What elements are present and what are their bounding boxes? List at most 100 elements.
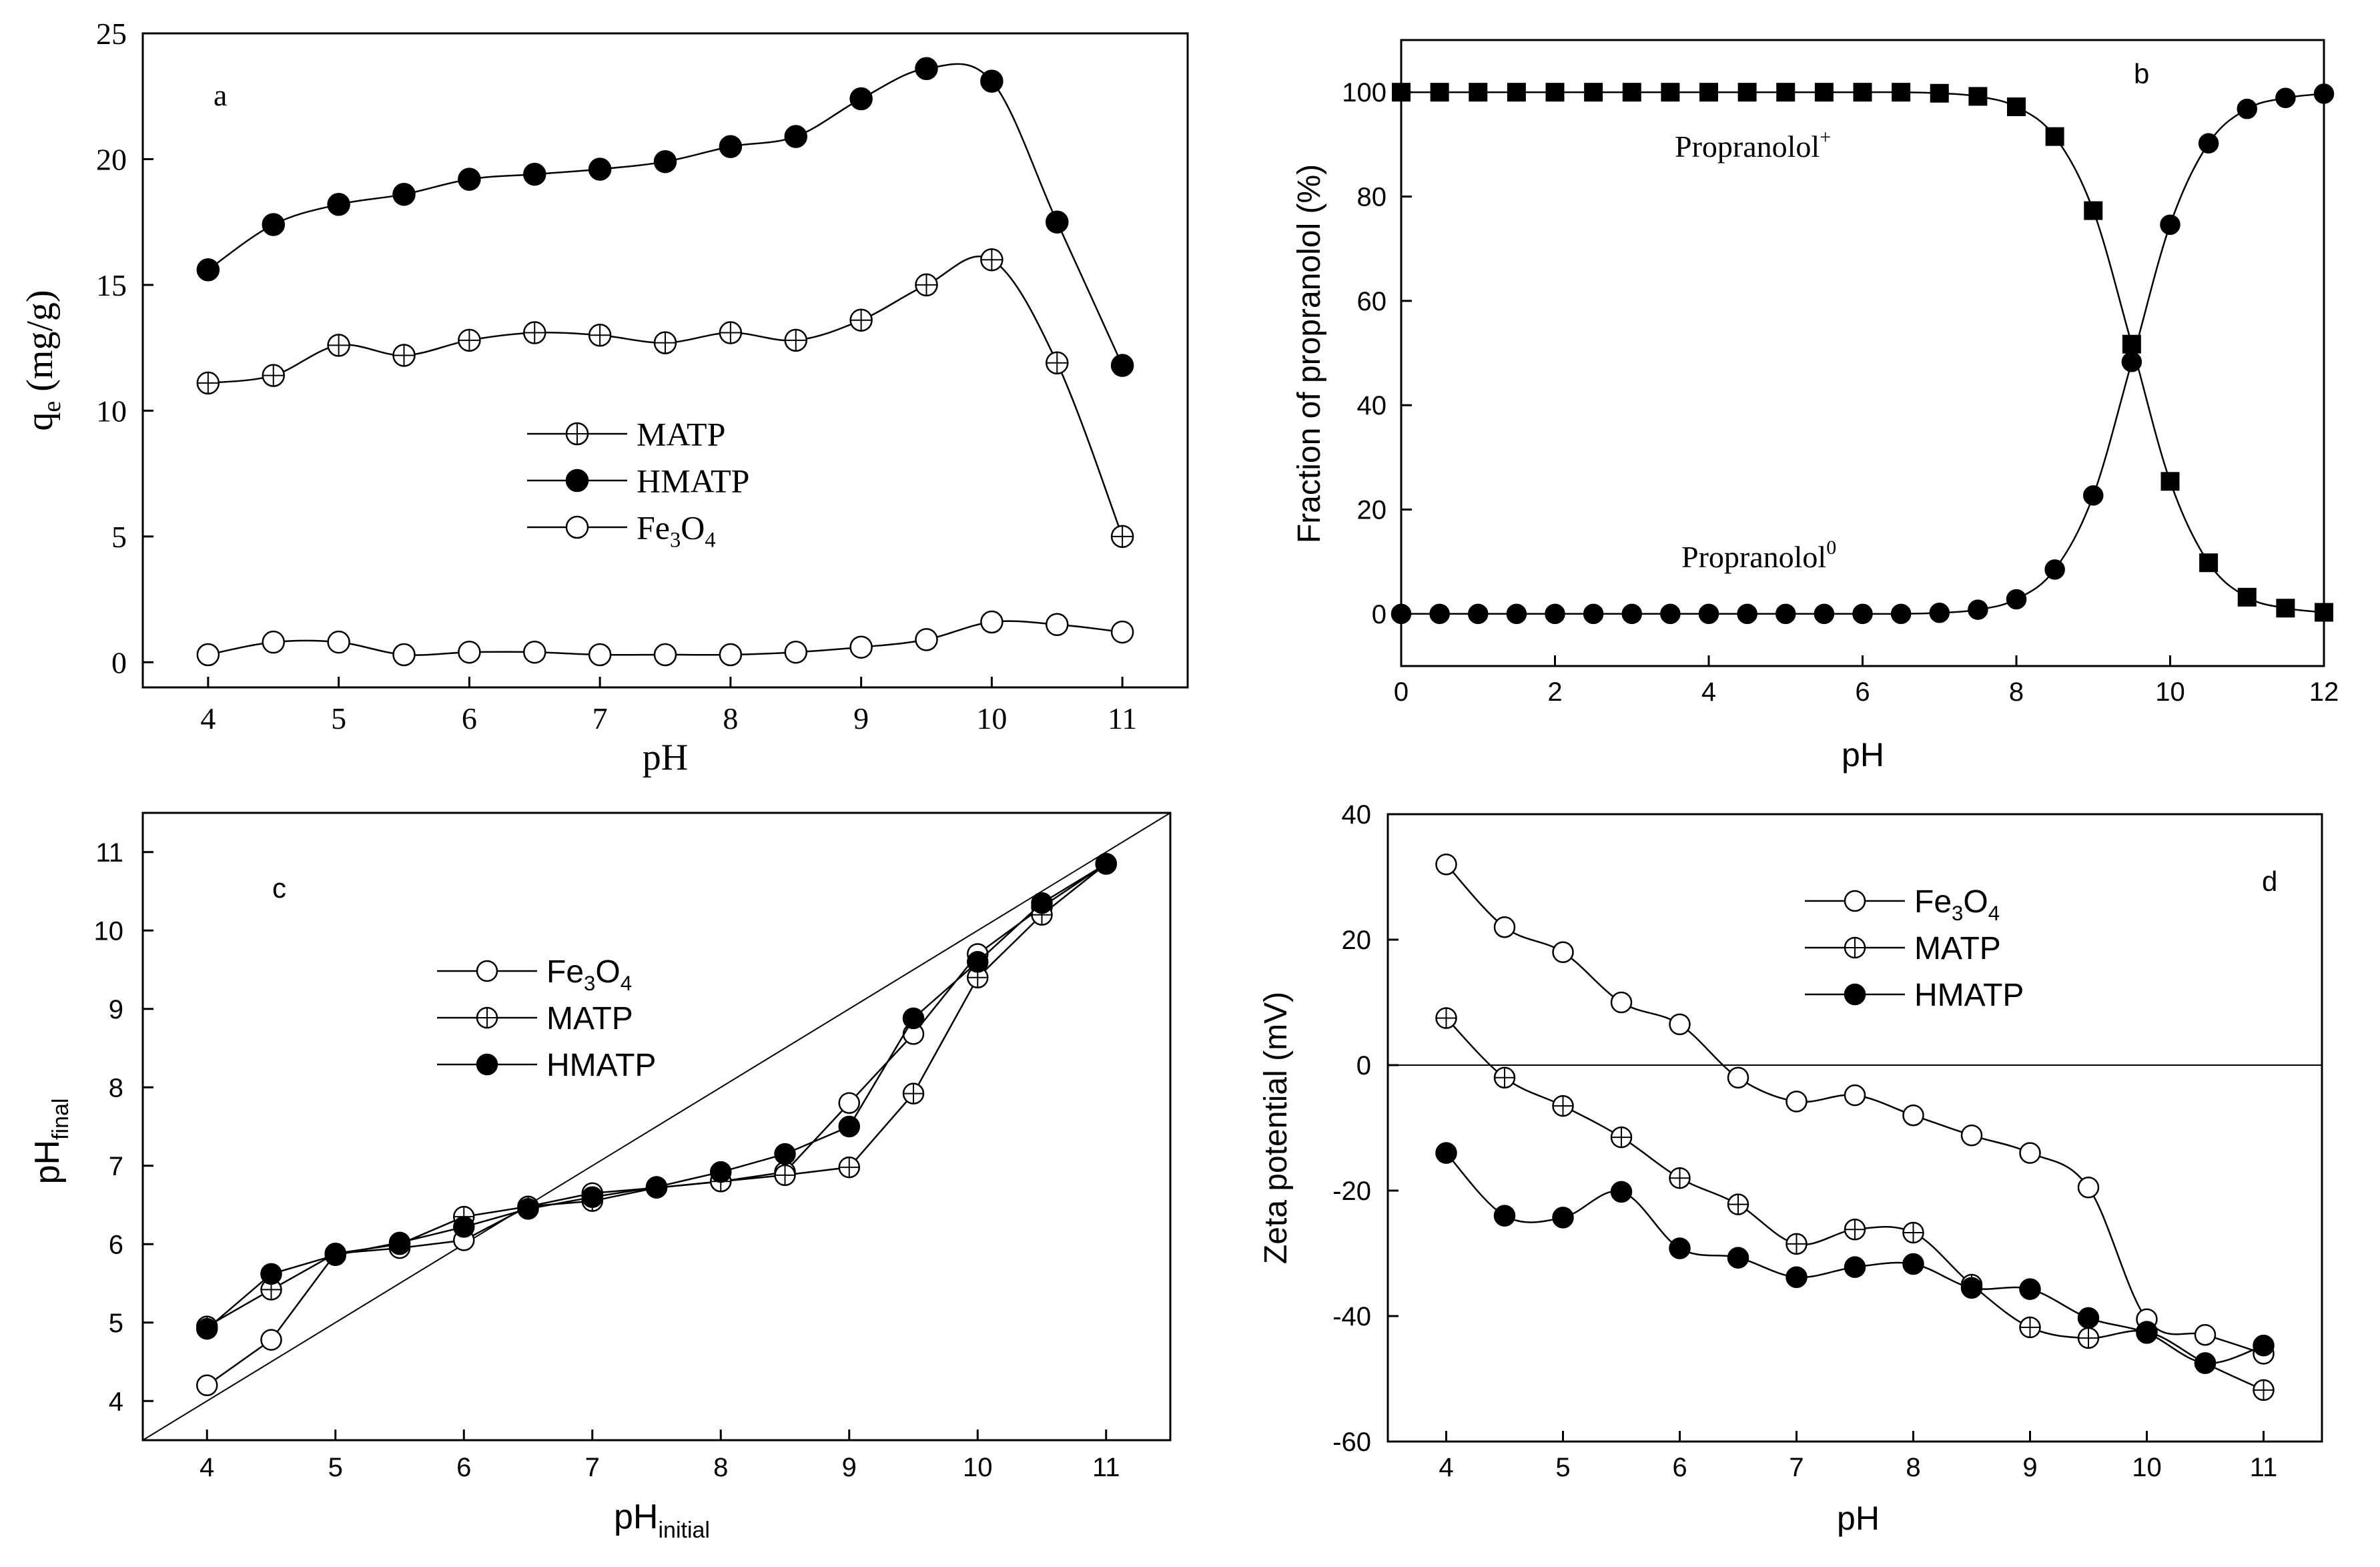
panel-c-data-point (517, 1198, 539, 1220)
panel-b-plot-frame (1400, 39, 2325, 667)
panel-a-ytick-label: 5 (111, 520, 127, 554)
panel-d-ytick-label: 20 (1342, 926, 1372, 955)
panel-a-data-point (588, 324, 612, 347)
panel-b-data-point (1430, 83, 1449, 102)
panel-c-data-point (710, 1161, 732, 1183)
panel-b-data-point (1507, 83, 1526, 102)
panel-b-data-point (1737, 603, 1757, 625)
panel-d-data-point (1669, 1237, 1691, 1259)
panel-b-data-point (2121, 352, 2142, 372)
panel-b-xtick-label: 0 (1394, 677, 1409, 707)
panel-a-data-point (1046, 613, 1069, 637)
panel-b-data-point (2199, 553, 2219, 573)
panel-b-data-point (1929, 603, 1950, 623)
panel-c-ytick-label: 10 (94, 916, 124, 946)
panel-d-data-point (1610, 991, 1633, 1014)
panel-a-data-point (458, 640, 481, 664)
panel-b-data-point (2275, 87, 2296, 109)
panel-c-xlabel: pHinitial (614, 1498, 710, 1543)
panel-d-chart: 4 5 6 7 8 9 10 11 40 20 0 -20 -40 -60 d pH Zeta poten… (1258, 800, 2323, 1537)
panel-a-axis-layer: 4 5 6 7 8 9 10 11 0 5 10 15 20 25 (96, 17, 1137, 735)
panel-d-xtick-label: 5 (1555, 1453, 1570, 1482)
panel-d-ytick-label: -20 (1332, 1177, 1371, 1206)
panel-d-data-point (2253, 1334, 2275, 1357)
panel-c-series-layer (142, 812, 1171, 1441)
panel-a-data-point (849, 87, 873, 111)
panel-c-xtick-label: 4 (200, 1453, 214, 1482)
panel-d-data-point (2253, 1379, 2275, 1401)
panel-a-xtick-label: 10 (976, 701, 1007, 735)
panel-b-data-point (1814, 83, 1834, 102)
panel-d-data-point (1727, 1247, 1749, 1269)
panel-b-data-point (2160, 214, 2180, 235)
panel-b-data-point (1584, 83, 1603, 102)
panel-b-annotation-neutral-sup: 0 (1826, 537, 1836, 559)
panel-d-data-point (1669, 1013, 1691, 1036)
panel-d-data-point (1960, 1277, 1983, 1299)
panel-a-ytick-label: 20 (96, 143, 127, 177)
panel-b-series-line (1401, 91, 2325, 613)
panel-c-ylabel-main: pH (28, 1140, 67, 1184)
panel-c-legend-label: Fe3O4 (546, 954, 632, 995)
panel-a-data-point (588, 643, 612, 667)
panel-b-data-point (1852, 603, 1873, 625)
panel-d-data-point (1669, 1167, 1691, 1189)
panel-a-data-point (784, 328, 807, 352)
panel-b-data-point (1468, 603, 1489, 625)
panel-c-ytick-label: 5 (109, 1309, 123, 1338)
panel-d-data-point (1902, 1104, 1924, 1127)
panel-b-data-point (1892, 83, 1911, 102)
panel-c-xtick-label: 9 (842, 1453, 857, 1482)
panel-a-series-layer (196, 57, 1134, 667)
panel-d-legend-label: MATP (1914, 931, 2001, 966)
panel-a-data-point (915, 628, 938, 651)
panel-a-data-point (262, 630, 285, 654)
panel-d-data-point (2194, 1323, 2217, 1346)
panel-d-data-point (1435, 1007, 1457, 1029)
panel-d-axis-layer: 4 5 6 7 8 9 10 11 40 20 0 -20 -40 -60 (1332, 800, 2277, 1482)
panel-c-data-point (774, 1143, 796, 1165)
panel-c-xlabel-sub: initial (658, 1518, 709, 1543)
panel-d-data-point (2136, 1322, 2158, 1344)
panel-c-data-point (324, 1244, 346, 1266)
panel-c-xtick-label: 10 (963, 1453, 993, 1482)
panel-b-ylabel: Fraction of propranolol (%) (1292, 164, 1327, 543)
panel-a-data-point (327, 630, 350, 654)
panel-a-data-point (196, 643, 220, 667)
panel-b-data-point (2083, 485, 2104, 506)
panel-d-xtick-label: 10 (2132, 1453, 2162, 1482)
panel-a-data-point (327, 193, 350, 216)
panel-a-ylabel-sub: e (38, 401, 66, 412)
panel-c-data-point (645, 1176, 668, 1198)
panel-d-data-point (1435, 1142, 1457, 1164)
panel-a-data-point (196, 371, 220, 395)
panel-d-legend-label: HMATP (1914, 978, 2024, 1013)
panel-d-data-point (1435, 853, 1457, 876)
panel-b-series-line (1401, 93, 2325, 615)
panel-d-legend-item: HMATP (1805, 978, 2024, 1013)
panel-c-legend-item: HMATP (437, 1048, 656, 1083)
panel-d-legend-marker (1844, 983, 1866, 1006)
panel-d-data-point (1786, 1090, 1808, 1113)
panel-c-series-line (206, 863, 1107, 1386)
panel-b-data-point (1660, 603, 1681, 625)
panel-c-ylabel: pHfinal (28, 1099, 73, 1185)
panel-d-xtick-label: 11 (2250, 1453, 2278, 1482)
panel-b-series-layer (1391, 83, 2335, 625)
panel-a-ylabel-tail: (mg/g) (19, 290, 61, 400)
panel-a-data-point (392, 643, 416, 667)
panel-b-annotation-cation-text: Propranolol (1675, 129, 1820, 164)
panel-c-ytick-label: 7 (109, 1152, 123, 1181)
panel-d-ytick-label: -40 (1332, 1302, 1371, 1331)
panel-a-xtick-label: 11 (1108, 701, 1137, 735)
panel-a-data-point (1110, 525, 1134, 549)
panel-b-ytick-label: 40 (1357, 391, 1387, 420)
panel-d-data-point (1960, 1125, 1983, 1147)
panel-d-data-point (1844, 1256, 1866, 1278)
panel-c-data-point (196, 1317, 218, 1340)
panel-b-data-point (2313, 83, 2335, 104)
panel-b-data-point (2044, 559, 2065, 580)
panel-d-ylabel: Zeta potential (mV) (1258, 992, 1294, 1264)
panel-a-legend-item: MATP (527, 416, 725, 453)
